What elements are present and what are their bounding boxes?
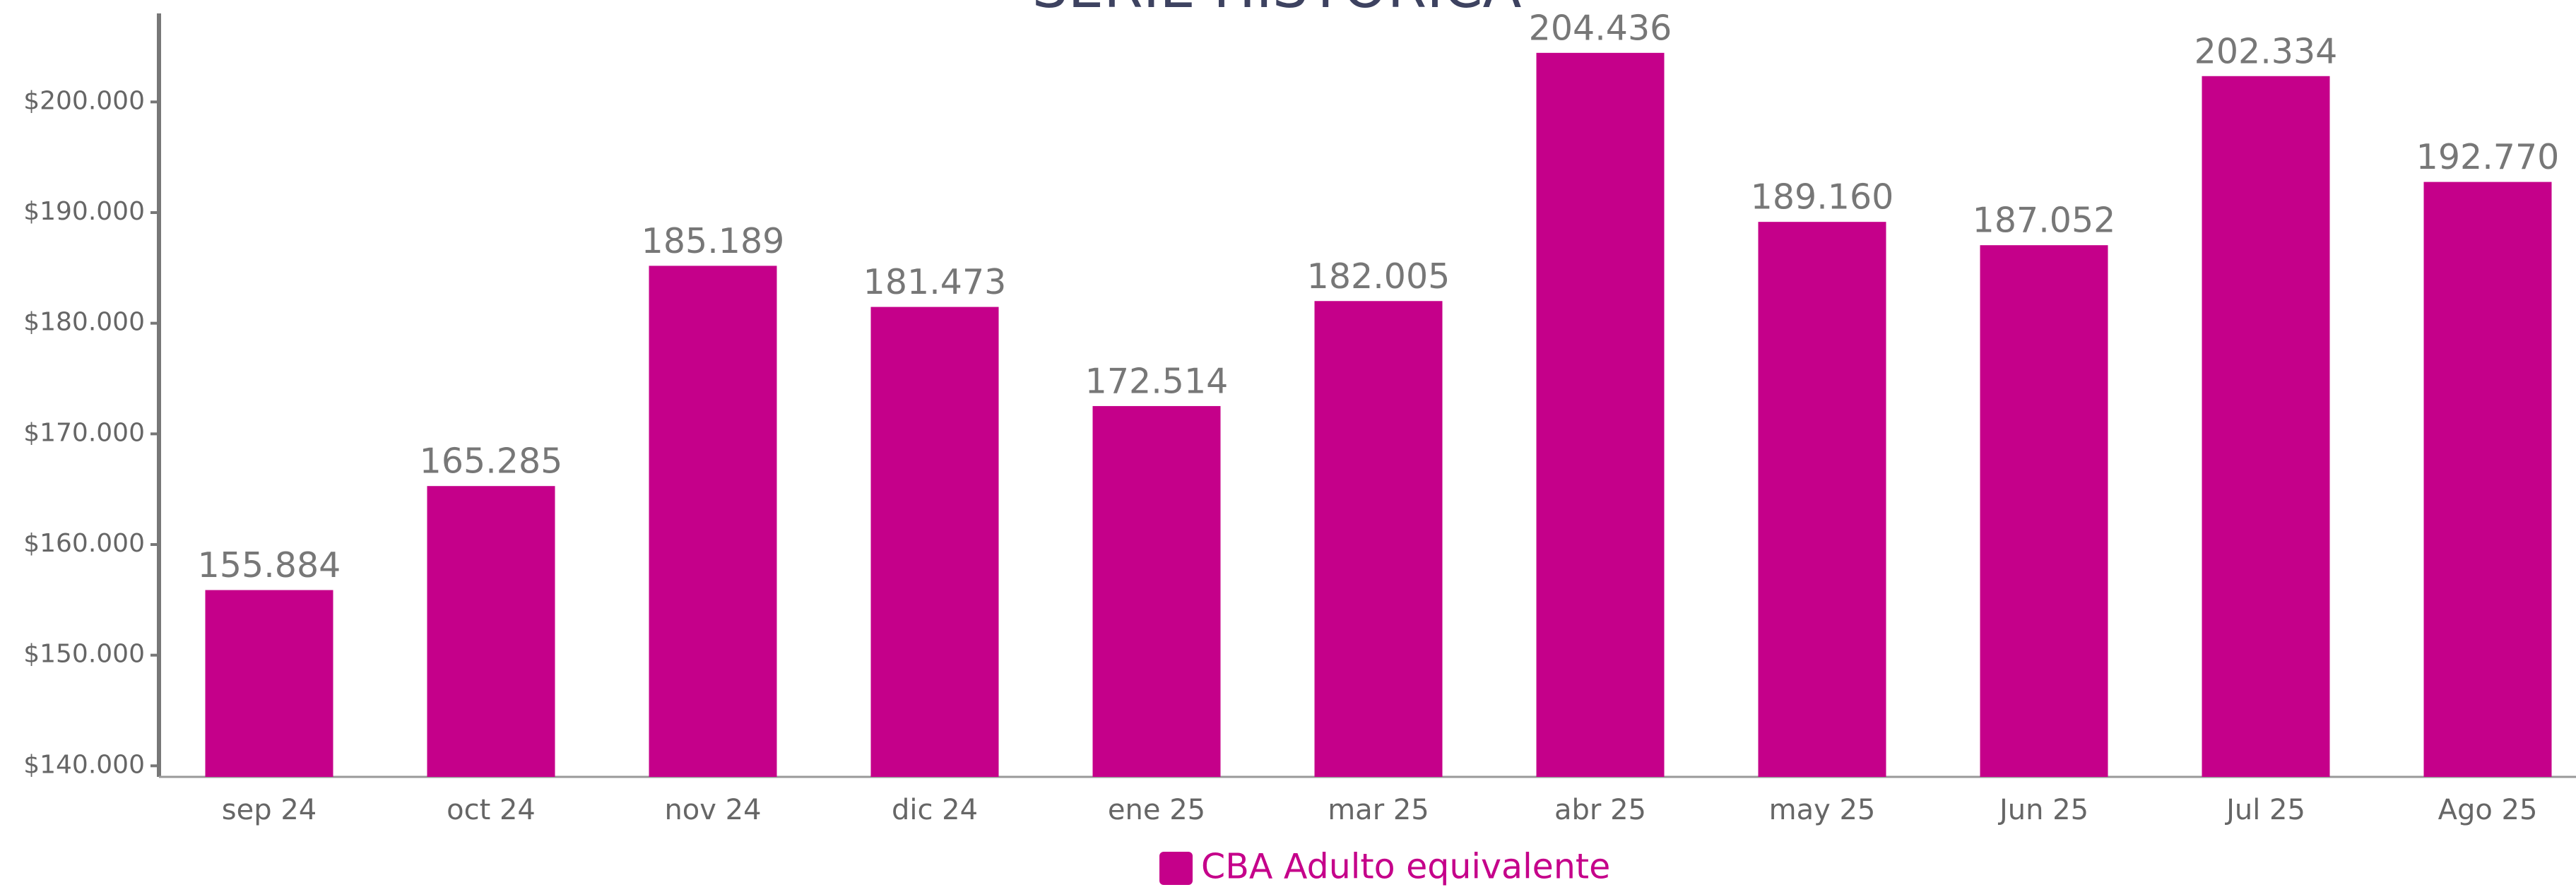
x-tick-label: dic 24 (892, 794, 978, 826)
x-tick-label: abr 25 (1554, 794, 1646, 826)
bar (870, 307, 999, 777)
x-tick-label: ene 25 (1108, 794, 1205, 826)
value-label: 187.052 (1973, 201, 2116, 241)
bar (1314, 301, 1443, 777)
value-label: 155.884 (198, 545, 341, 585)
value-label: 189.160 (1751, 177, 1894, 218)
bar (1092, 405, 1221, 777)
x-tick-label: Jun 25 (1997, 794, 2088, 826)
value-label: 181.473 (863, 262, 1007, 302)
legend-swatch (1159, 852, 1193, 885)
value-label: 182.005 (1307, 256, 1451, 297)
y-tick-label: $180.000 (23, 308, 145, 337)
value-label: 192.770 (2416, 137, 2560, 177)
x-tick-label: mar 25 (1328, 794, 1429, 826)
chart-title: SERIE HISTÓRICA (1032, 0, 1522, 20)
y-tick-label: $190.000 (23, 197, 145, 226)
y-tick-label: $140.000 (23, 750, 145, 779)
x-tick-label: oct 24 (447, 794, 536, 826)
bar (1980, 245, 2108, 778)
x-tick-label: Ago 25 (2438, 794, 2538, 826)
bar (1536, 52, 1665, 778)
bar (427, 486, 555, 777)
value-label: 204.436 (1529, 8, 1672, 48)
x-tick-label: sep 24 (222, 794, 317, 826)
value-label: 185.189 (642, 221, 785, 261)
bar (1758, 222, 1886, 777)
x-tick-label: Jul 25 (2224, 794, 2305, 826)
bar (2423, 182, 2552, 777)
y-tick-label: $160.000 (23, 529, 145, 558)
value-label: 202.334 (2194, 31, 2338, 71)
bar (2202, 76, 2330, 777)
y-tick-label: $150.000 (23, 640, 145, 669)
legend-label: CBA Adulto equivalente (1201, 847, 1610, 887)
bar (205, 590, 333, 777)
y-tick-label: $170.000 (23, 418, 145, 447)
bar (649, 266, 777, 778)
x-tick-label: nov 24 (664, 794, 761, 826)
value-label: 172.514 (1085, 361, 1229, 401)
value-label: 165.285 (420, 441, 563, 482)
x-tick-label: may 25 (1769, 794, 1876, 826)
y-tick-label: $200.000 (23, 86, 145, 115)
